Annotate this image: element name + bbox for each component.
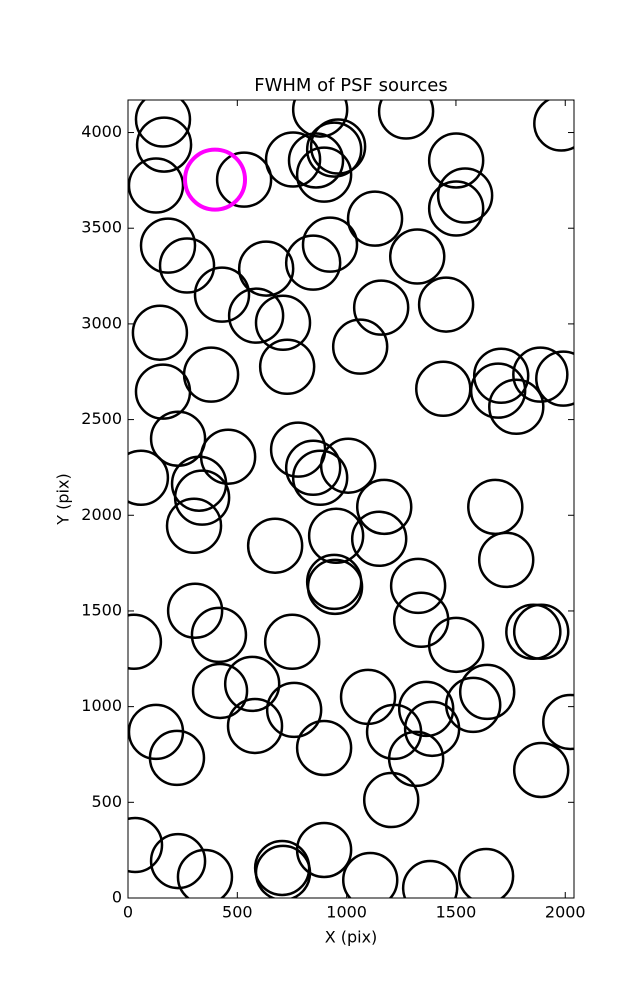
y-tick-label: 3000 — [81, 313, 122, 332]
source — [190, 606, 248, 664]
y-tick-label: 2000 — [81, 505, 122, 524]
source — [458, 663, 516, 721]
source — [291, 449, 349, 507]
source — [319, 437, 377, 494]
source — [149, 832, 207, 890]
source — [295, 719, 353, 777]
source — [128, 816, 164, 874]
y-axis-label: Y (pix) — [54, 473, 73, 525]
y-tick-label: 1000 — [81, 696, 122, 715]
source — [377, 100, 435, 140]
source — [388, 228, 446, 285]
y-tick-label: 500 — [91, 792, 122, 811]
source — [389, 557, 447, 615]
source — [128, 449, 170, 507]
source — [535, 350, 574, 407]
source — [237, 240, 295, 297]
source — [427, 616, 485, 674]
plot-area — [128, 100, 574, 898]
source — [346, 190, 404, 247]
y-tick-label: 2500 — [81, 409, 122, 428]
source — [165, 497, 223, 555]
source — [295, 821, 353, 879]
source — [352, 279, 410, 336]
source — [306, 558, 364, 616]
source — [469, 362, 527, 419]
source — [291, 100, 349, 138]
y-tick-label: 0 — [112, 888, 122, 907]
x-tick-label: 2000 — [545, 903, 586, 922]
source — [263, 613, 321, 671]
source — [427, 180, 485, 237]
source — [512, 741, 570, 799]
source — [182, 346, 240, 403]
source — [350, 510, 408, 568]
x-tick-label: 1500 — [436, 903, 477, 922]
source — [512, 346, 569, 403]
source — [401, 859, 459, 898]
source — [193, 266, 251, 323]
source — [331, 318, 389, 375]
source — [427, 132, 485, 189]
source — [444, 676, 502, 734]
source — [436, 167, 494, 224]
source — [307, 507, 365, 564]
source — [295, 146, 353, 203]
source — [135, 116, 193, 173]
source — [512, 603, 570, 661]
y-tick-label: 3500 — [81, 218, 122, 237]
axes-frame — [127, 99, 575, 899]
source — [397, 680, 455, 738]
source — [284, 439, 342, 497]
x-axis-label: X (pix) — [325, 928, 378, 947]
source — [226, 697, 284, 755]
source — [227, 287, 285, 344]
x-tick-label: 500 — [222, 903, 253, 922]
chart-title: FWHM of PSF sources — [254, 75, 448, 96]
source — [134, 100, 192, 148]
source — [287, 132, 345, 189]
source — [148, 729, 206, 787]
source — [533, 100, 574, 152]
x-tick-label: 1000 — [326, 903, 367, 922]
source — [215, 151, 273, 208]
x-tick-label: 0 — [123, 903, 133, 922]
source — [131, 304, 189, 361]
source — [542, 693, 574, 751]
source — [309, 118, 367, 175]
source — [301, 216, 359, 273]
source — [176, 848, 234, 898]
source — [488, 378, 545, 436]
source — [457, 847, 515, 898]
source — [254, 294, 312, 352]
highlight-source — [183, 147, 248, 212]
source — [417, 276, 475, 333]
source — [191, 662, 249, 720]
y-tick-label: 1500 — [81, 600, 122, 619]
source — [128, 613, 163, 671]
source — [258, 338, 316, 396]
source — [341, 851, 399, 898]
source — [284, 234, 342, 291]
source — [355, 478, 413, 536]
source — [173, 469, 231, 526]
source — [158, 237, 216, 294]
source — [477, 531, 535, 589]
source — [246, 517, 304, 574]
source — [305, 121, 363, 178]
source — [223, 655, 281, 713]
y-tick-label: 4000 — [81, 122, 122, 141]
source — [139, 217, 197, 274]
source — [387, 730, 445, 788]
source — [362, 771, 420, 829]
source — [264, 131, 322, 188]
source — [128, 157, 185, 214]
source — [166, 582, 224, 640]
source — [265, 681, 323, 739]
